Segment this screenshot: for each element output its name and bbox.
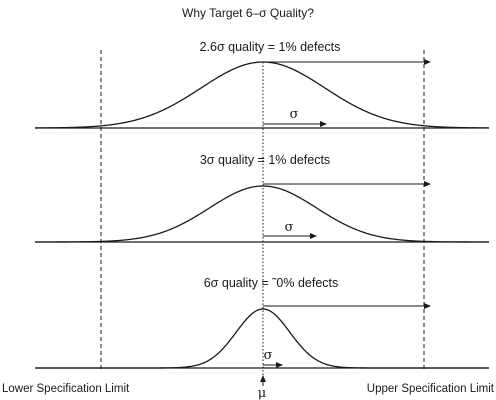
panel-3-sigma: 3σ quality = 1% defects σ (35, 153, 489, 243)
panel-title: 3σ quality = 1% defects (200, 153, 330, 167)
distribution-curve (35, 61, 490, 129)
panel-6-sigma: 6σ quality = ˜0% defects σ (35, 276, 489, 369)
lower-spec-limit-label: Lower Specification Limit (2, 383, 130, 395)
panel-title: 6σ quality = ˜0% defects (204, 276, 339, 290)
sigma-label: σ (264, 348, 273, 363)
sigma-label: σ (285, 220, 294, 235)
panel-title: 2.6σ quality = 1% defects (200, 40, 341, 54)
sigma-label: σ (290, 107, 299, 122)
distribution-curve (35, 308, 489, 369)
mean-label: μ (258, 386, 266, 400)
distribution-curve (35, 185, 489, 243)
diagram-title: Why Target 6–σ Quality? (182, 6, 314, 20)
upper-spec-limit-label: Upper Specification Limit (367, 383, 495, 395)
panel-2-6-sigma: 2.6σ quality = 1% defects σ (35, 40, 490, 129)
